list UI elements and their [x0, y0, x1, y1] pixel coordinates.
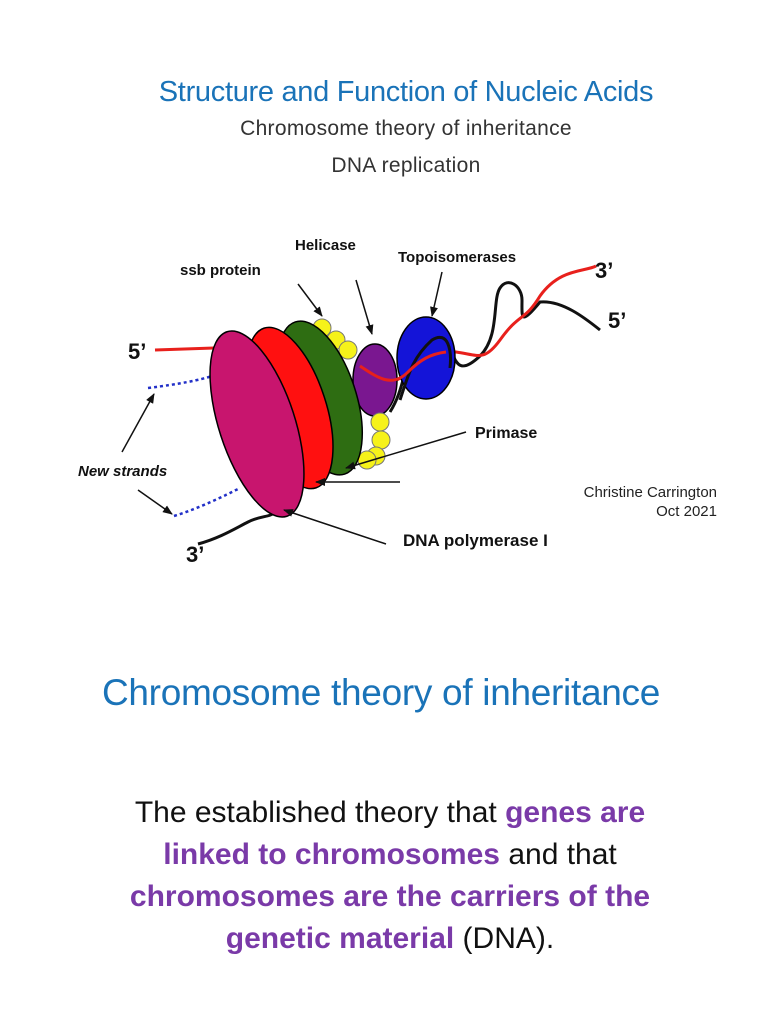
five-prime-red-end [154, 346, 215, 352]
subtitle-chromosome-theory: Chromosome theory of inheritance [240, 117, 572, 140]
topoisomerases-label: Topoisomerases [398, 249, 516, 266]
primase-label: Primase [475, 425, 537, 442]
red-strand-over-helicase [359, 350, 447, 382]
black-strand-over-topoisomerase [398, 336, 452, 401]
body-text-part-2: and that [499, 838, 617, 871]
helicase-label: Helicase [295, 237, 356, 254]
five-prime-right-label: 5’ [608, 308, 626, 333]
highlight-chromosomes-carriers: chromosomes are the carriers of the gene… [129, 880, 651, 955]
five-prime-left-label: 5’ [128, 339, 146, 364]
three-prime-black-end [197, 510, 277, 546]
dna-replication-diagram: Helicase ssb protein Topoisomerases Prim… [78, 237, 626, 567]
theory-definition: The established theory that genes are li… [90, 792, 690, 960]
new-strand-lower [173, 486, 241, 518]
dna-polymerase-label: DNA polymerase I [403, 531, 548, 550]
new-strand-upper [147, 374, 213, 390]
body-text-part-1: The established theory that [134, 796, 506, 829]
ssb-arrow [297, 283, 323, 317]
dna-polymerase-arrow [283, 509, 387, 545]
new-strand-arrow-upper [121, 393, 155, 453]
topoisomerase-arrow [430, 271, 443, 317]
body-text-part-3: (DNA). [454, 922, 555, 955]
subtitle-dna-replication: DNA replication [331, 154, 481, 177]
three-prime-top-label: 3’ [595, 258, 613, 283]
new-strand-arrow-lower [137, 489, 173, 515]
new-strands-label: New strands [78, 463, 167, 480]
helicase-arrow [355, 279, 374, 335]
author-name: Christine Carrington [583, 484, 717, 501]
primase-arrow [345, 431, 467, 470]
ssb-protein-label: ssb protein [180, 262, 261, 279]
credit-date: Oct 2021 [656, 503, 717, 520]
page-title: Structure and Function of Nucleic Acids [158, 76, 654, 108]
author-credit: Christine Carrington Oct 2021 [520, 483, 717, 521]
section-heading: Chromosome theory of inheritance [101, 672, 660, 713]
highlight-genes-linked: genes are linked to chromosomes [163, 796, 646, 871]
three-prime-bottom-label: 3’ [186, 542, 204, 567]
